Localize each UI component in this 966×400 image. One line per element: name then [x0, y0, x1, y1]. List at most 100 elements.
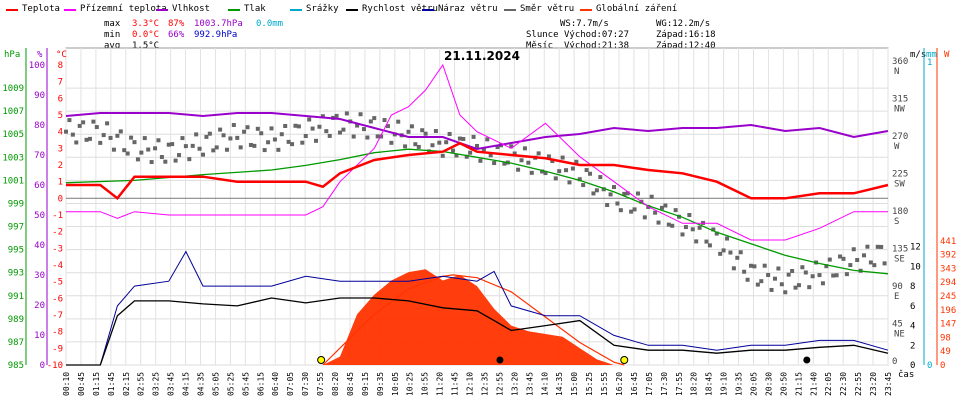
wind-direction-dot	[574, 159, 579, 164]
radiation-tick-label: 0	[940, 361, 945, 371]
wind-direction-dot	[194, 132, 199, 137]
wind-direction-dot	[635, 191, 640, 196]
wind-direction-dot	[865, 244, 870, 249]
wind-direction-dot	[283, 123, 288, 128]
temperature-tick-label: -9	[52, 344, 63, 354]
wind-direction-dot	[707, 243, 712, 248]
wind-direction-dot	[218, 127, 223, 132]
wind-direction-dot	[502, 161, 507, 166]
wind-direction-dot	[735, 255, 740, 260]
pressure-tick-label: 995	[8, 246, 24, 256]
wind-direction-dot	[786, 272, 791, 277]
wind-direction-dot	[207, 131, 212, 136]
wind-axis-unit: m/s	[910, 50, 926, 60]
wind-direction-dot	[279, 132, 284, 137]
wind-dir-tick-label: 180	[892, 207, 908, 217]
wind-direction-dot	[838, 254, 843, 259]
wind-direction-dot	[98, 140, 103, 145]
wind-direction-dot	[201, 152, 205, 157]
temperature-tick-label: 0	[58, 194, 63, 204]
wind-direction-dot	[745, 277, 750, 282]
wind-speed-tick-label: 12	[910, 243, 921, 253]
temperature-tick-label: -4	[52, 261, 63, 271]
wind-direction-dot	[245, 125, 250, 130]
wind-direction-dot	[464, 154, 469, 159]
wind-direction-dot	[269, 126, 274, 131]
wind-direction-dot	[488, 153, 493, 158]
temperature-tick-label: 4	[58, 128, 63, 138]
wind-direction-dot	[115, 133, 120, 138]
wind-direction-dot	[608, 192, 613, 197]
radiation-tick-label: 392	[940, 251, 956, 261]
legend-swatch	[290, 9, 302, 11]
wind-direction-dot	[471, 134, 476, 139]
x-tick-label: 18:45	[705, 372, 714, 396]
x-tick-label: 07:30	[301, 372, 310, 396]
wind-direction-dot	[324, 129, 329, 134]
wind-direction-dot	[444, 140, 449, 145]
wind-direction-dot	[642, 215, 647, 220]
humidity-tick-label: 80	[34, 121, 45, 131]
wind-direction-dot	[560, 155, 565, 160]
wind-direction-dot	[509, 144, 514, 149]
wind-direction-dot	[862, 253, 867, 258]
chart-date-title: 21.11.2024	[444, 49, 520, 63]
wind-direction-dot	[74, 140, 79, 145]
x-tick-label: 00:45	[77, 372, 86, 396]
wind-direction-dot	[451, 148, 456, 153]
wind-direction-dot	[742, 269, 747, 274]
pressure-tick-label: 1007	[2, 107, 24, 117]
wind-direction-dot	[475, 143, 479, 148]
wind-direction-dot	[800, 265, 805, 270]
wind-direction-dot	[382, 118, 387, 123]
temperature-axis-unit: °C	[56, 50, 67, 60]
x-tick-label: 10:55	[421, 372, 430, 396]
wind-direction-dot	[67, 118, 72, 123]
wind-direction-dot	[831, 273, 836, 278]
wind-direction-dot	[478, 158, 483, 163]
temperature-tick-label: 5	[58, 111, 63, 121]
legend-label: Teplota	[22, 4, 60, 14]
wind-direction-dot	[481, 147, 486, 152]
x-tick-label: 04:35	[197, 372, 206, 396]
wind-direction-dot	[618, 208, 623, 213]
wind-direction-dot	[759, 279, 764, 284]
legend-swatch	[346, 9, 358, 11]
wind-direction-dot	[522, 146, 527, 151]
wind-direction-dot	[827, 257, 832, 262]
wind-direction-dot	[177, 153, 182, 158]
wind-direction-dot	[231, 123, 236, 128]
x-tick-label: 09:35	[376, 372, 385, 396]
wind-direction-dot	[108, 135, 113, 140]
wind-direction-dot	[228, 136, 233, 141]
stats-min-temp: 0.0°C	[132, 30, 160, 40]
x-tick-label: 10:05	[391, 372, 400, 396]
wind-direction-dot	[197, 146, 202, 151]
x-tick-label: 06:15	[256, 372, 265, 396]
wind-direction-dot	[190, 143, 195, 148]
x-tick-label: 14:10	[540, 372, 549, 396]
wind-dir-tick-label: N	[894, 67, 899, 77]
temperature-tick-label: -5	[52, 278, 63, 288]
x-tick-label: 02:55	[137, 372, 146, 396]
x-tick-label: 00:10	[62, 372, 71, 396]
time-axis-unit: čas	[898, 369, 914, 380]
wind-direction-dot	[468, 150, 473, 155]
wind-direction-dot	[690, 227, 695, 232]
x-tick-label: 20:05	[749, 372, 758, 396]
temperature-tick-label: -10	[47, 361, 63, 371]
wind-direction-dot	[372, 116, 377, 121]
wind-direction-dot	[769, 287, 774, 292]
temperature-tick-label: -3	[52, 244, 63, 254]
wind-direction-dot	[77, 123, 82, 128]
x-tick-label: 03:45	[167, 372, 176, 396]
wind-direction-dot	[824, 264, 829, 269]
stats-min-label: min	[104, 30, 121, 40]
wind-direction-dot	[841, 256, 846, 261]
wind-direction-dot	[512, 151, 517, 156]
humidity-tick-label: 0	[40, 361, 45, 371]
x-tick-label: 15:00	[570, 372, 579, 396]
wind-direction-dot	[64, 129, 68, 134]
wind-direction-dot	[783, 290, 788, 295]
temperature-tick-label: -1	[52, 211, 63, 221]
